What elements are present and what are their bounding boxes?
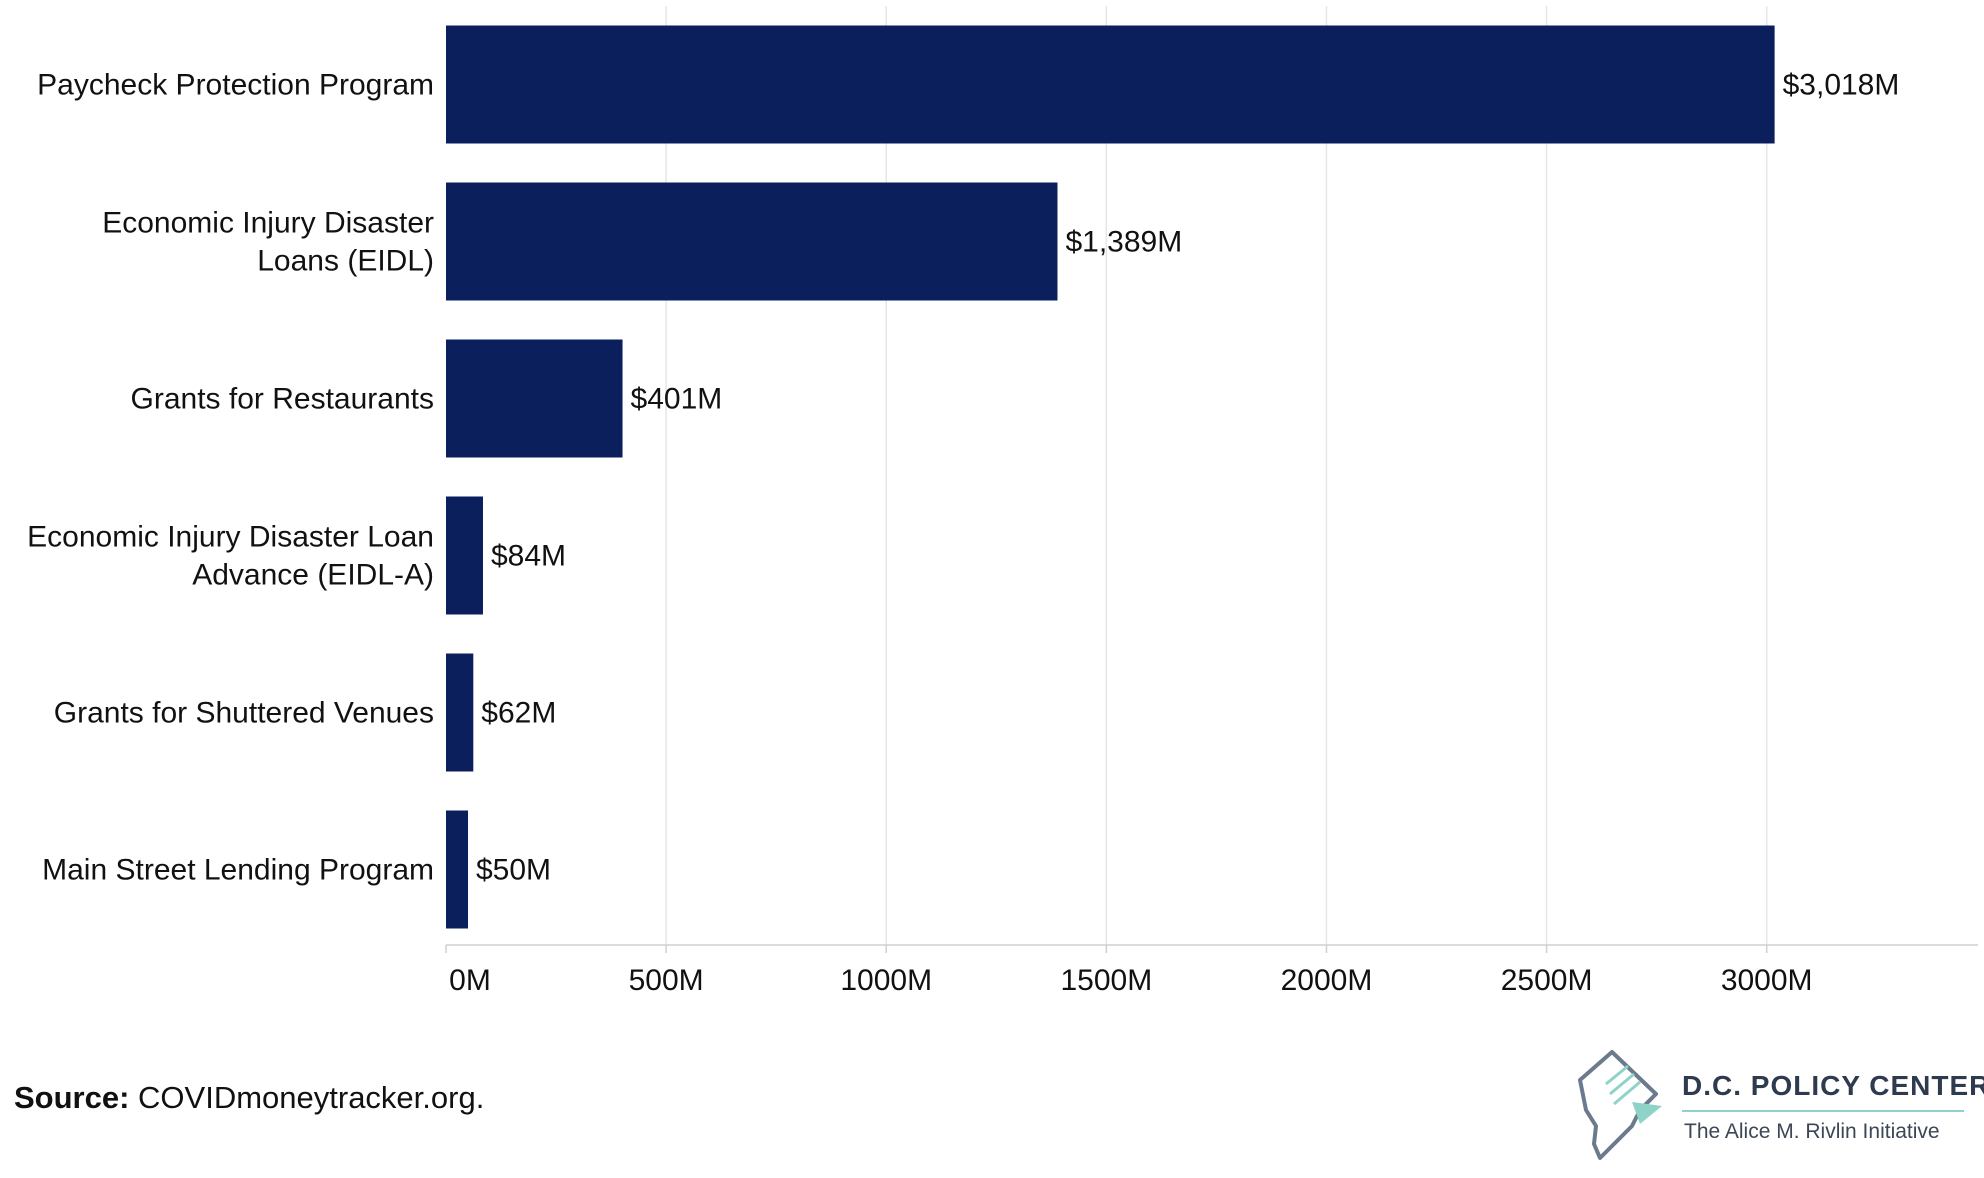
grid-lines [665,6,1768,945]
source-note: Source: COVIDmoneytracker.org. [14,1080,484,1116]
bar-chart: Paycheck Protection Program Economic Inju… [27,6,1978,997]
value-label: $50M [476,854,551,887]
logo-title: D.C. POLICY CENTER [1682,1070,1984,1101]
source-label: Source: [14,1080,130,1115]
x-tick-label: 3000M [1721,964,1813,997]
bar [446,653,474,772]
category-label-line: Advance (EIDL-A) [192,559,434,592]
value-label: $84M [491,540,566,573]
bar [446,182,1058,301]
bar [446,339,623,458]
bar [446,25,1775,144]
category-label-line: Economic Injury Disaster Loan [27,521,434,554]
dc-policy-center-logo: D.C. POLICY CENTER The Alice M. Rivlin I… [1570,1040,1984,1170]
category-label-line: Grants for Restaurants [131,383,434,416]
bar [446,496,483,615]
category-label: Grants for Shuttered Venues [54,697,434,730]
x-tick-labels: 0M 500M 1000M 1500M 2000M 2500M 3000M [445,945,1813,997]
category-label-line: Economic Injury Disaster [102,207,434,240]
category-label: Paycheck Protection Program [37,69,434,102]
value-label: $62M [481,697,556,730]
x-tick-label: 2000M [1281,964,1373,997]
x-tick-label: 0M [449,964,491,997]
x-tick-label: 1000M [840,964,932,997]
logo-subtitle: The Alice M. Rivlin Initiative [1684,1120,1940,1143]
category-label: Economic Injury Disaster Loan Advance (EI… [27,521,434,592]
category-label: Economic Injury Disaster Loans (EIDL) [102,207,434,278]
value-labels: $3,018M $1,389M $401M $84M $62M $50M [476,69,1899,887]
category-labels: Paycheck Protection Program Economic Inju… [27,69,434,887]
x-tick-label: 2500M [1501,964,1593,997]
category-label: Grants for Restaurants [131,383,434,416]
category-label-line: Paycheck Protection Program [37,69,434,102]
x-tick-label: 1500M [1060,964,1152,997]
value-label: $401M [631,383,723,416]
bar [446,810,469,929]
source-text: COVIDmoneytracker.org. [129,1080,485,1115]
category-label-line: Loans (EIDL) [257,245,434,278]
x-tick-label: 500M [629,964,704,997]
category-label-line: Grants for Shuttered Venues [54,697,434,730]
dc-map-document-icon [1578,1050,1662,1160]
bars [446,25,1775,929]
value-label: $3,018M [1783,69,1900,102]
value-label: $1,389M [1065,226,1182,259]
category-label: Main Street Lending Program [42,854,434,887]
logo-divider [1682,1110,1964,1112]
category-label-line: Main Street Lending Program [42,854,434,887]
